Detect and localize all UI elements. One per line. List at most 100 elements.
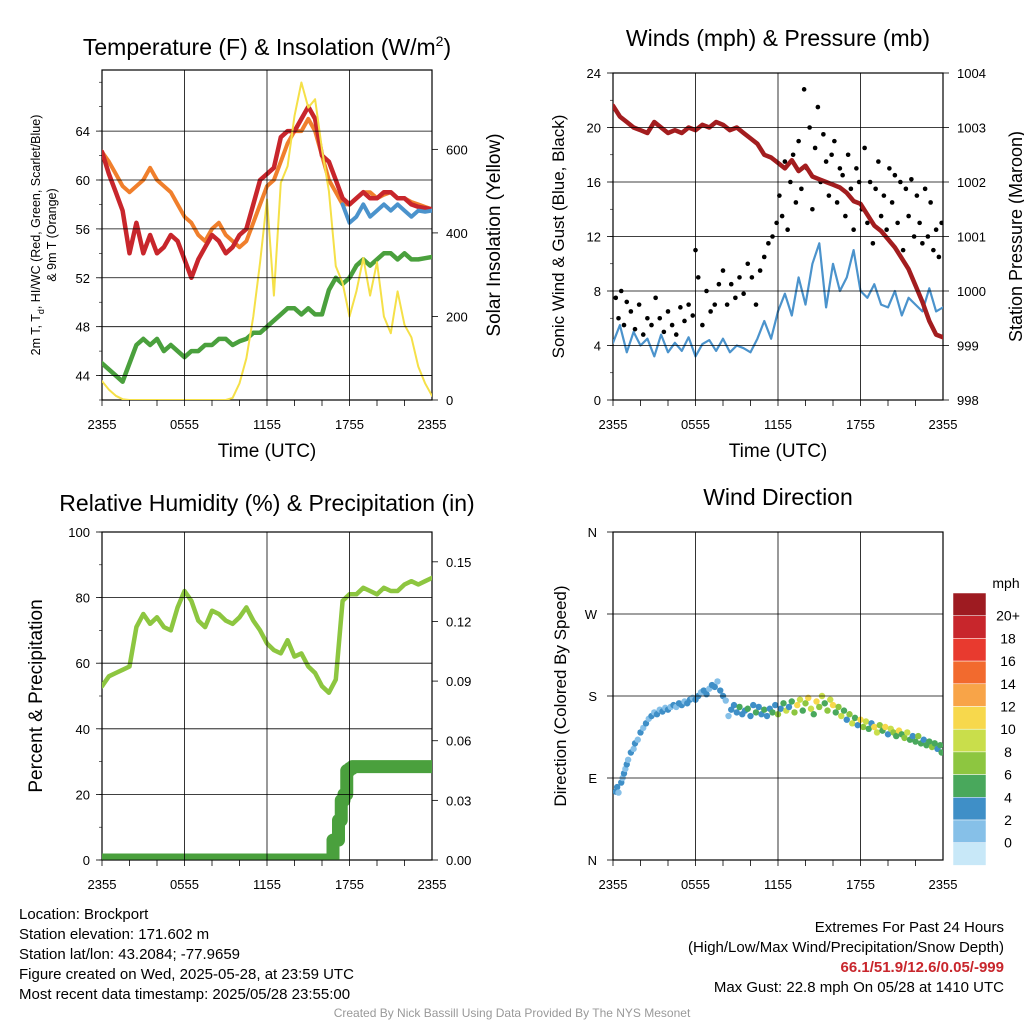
direction-point [865, 725, 872, 732]
direction-point [722, 697, 729, 704]
direction-point [750, 701, 757, 709]
y-tick-label: N [588, 525, 597, 540]
gust-point [870, 241, 876, 246]
y-right-axis-label: Solar Insolation (Yellow) [484, 133, 505, 336]
direction-point [785, 703, 793, 711]
gust-point [876, 159, 881, 164]
direction-point [849, 720, 856, 727]
x-tick-label: 1755 [846, 417, 875, 432]
direction-point [769, 709, 776, 716]
legend-swatch [952, 728, 987, 753]
gust-point [669, 322, 675, 328]
direction-point [802, 700, 809, 707]
legend-label: 18 [1000, 630, 1016, 646]
y-right-tick-label: 1004 [957, 66, 986, 81]
gust-point [720, 268, 726, 273]
gust-point [821, 132, 826, 137]
gust-point [826, 193, 832, 198]
y-tick-label: 80 [76, 591, 90, 606]
legend-swatch [952, 660, 987, 685]
gust-point [753, 302, 759, 307]
x-axis-label: Time (UTC) [218, 441, 317, 462]
direction-point [755, 703, 762, 711]
x-tick-label: 2355 [929, 417, 958, 432]
gust-point [829, 152, 834, 158]
y-right-tick-label: 200 [446, 309, 468, 324]
direction-point [813, 698, 820, 705]
y-right-tick-label: 0.12 [446, 614, 471, 629]
legend-label: 12 [1000, 699, 1016, 715]
gust-point [887, 166, 892, 171]
gust-point [690, 313, 696, 318]
chart-title-close: ) [443, 34, 451, 60]
extremes-values: 66.1/51.9/12.6/0.05/-999 [840, 959, 1004, 976]
y-axis-label-rest: , HI/WC (Red, Green, Scarlet/Blue) [29, 115, 43, 310]
gust-point [922, 186, 928, 192]
x-tick-label: 2355 [418, 877, 447, 892]
direction-point [854, 721, 861, 729]
x-tick-label: 1155 [253, 877, 281, 892]
x-tick-label: 0555 [681, 877, 710, 892]
x-tick-label: 1155 [764, 417, 792, 432]
chart-title-superscript: 2 [436, 33, 444, 49]
y-tick-label: 20 [587, 121, 601, 136]
gust-point [700, 322, 705, 328]
gust-point [793, 200, 799, 205]
y-tick-label: 60 [76, 173, 90, 188]
gust-point [673, 332, 679, 337]
legend-label: 16 [1000, 653, 1016, 669]
y-tick-label: 0 [594, 393, 601, 408]
direction-point [824, 707, 831, 714]
gust-point [782, 159, 788, 164]
direction-point [615, 789, 622, 796]
chart-title-text: Relative Humidity (%) & Precipitation (i… [59, 490, 474, 516]
gust-point [812, 145, 818, 151]
direction-point [876, 721, 883, 729]
gust-point [917, 220, 922, 226]
credit-line: Created By Nick Bassill Using Data Provi… [333, 1006, 691, 1020]
y-tick-label: 8 [594, 284, 601, 299]
gust-point [761, 254, 767, 260]
legend-label: 20+ [996, 608, 1020, 624]
y-tick-label: S [588, 689, 597, 704]
figure-created: Figure created on Wed, 2025-05-28, at 23… [19, 966, 354, 983]
gust-point [884, 227, 889, 232]
direction-point [884, 731, 892, 738]
gust-point [661, 329, 667, 335]
gust-point [616, 315, 621, 321]
gust-point [851, 227, 856, 232]
direction-point [630, 745, 637, 753]
gust-point [737, 275, 742, 280]
x-axis-label: Time (UTC) [729, 441, 828, 462]
gust-point [645, 315, 650, 321]
gust-point [649, 322, 654, 328]
x-tick-label: 1155 [253, 417, 281, 432]
station-location: Location: Brockport [19, 906, 149, 923]
y-axis-label: Sonic Wind & Gust (Blue, Black) [549, 115, 568, 359]
gust-point [657, 315, 663, 321]
plot-area [613, 678, 943, 796]
direction-point [862, 718, 870, 725]
direction-point [613, 783, 621, 791]
chart-title: Temperature (F) & Insolation (W/m2) [83, 33, 451, 60]
y-right-tick-label: 998 [957, 393, 979, 408]
y-tick-label: 100 [68, 525, 90, 540]
y-tick-label: 64 [76, 124, 90, 139]
direction-point [807, 705, 815, 712]
gust-point [903, 186, 909, 192]
gust-point [810, 206, 815, 212]
gust-point [640, 332, 646, 337]
direction-point [882, 723, 889, 731]
y-right-tick-label: 0.00 [446, 853, 471, 868]
y-tick-label: 40 [76, 722, 90, 737]
legend-swatch [952, 842, 987, 866]
x-tick-label: 2355 [88, 877, 117, 892]
gust-point [653, 295, 658, 301]
series-line-5 [340, 202, 432, 225]
direction-point [799, 707, 806, 714]
y-tick-label: 24 [587, 66, 601, 81]
y-right-tick-label: 0.03 [446, 793, 471, 808]
chart-panel-3: 2355 0555 1155 1755 2355 0 20 40 60 80 100 0.00 0.03… [26, 490, 475, 892]
legend-swatch [952, 774, 987, 798]
